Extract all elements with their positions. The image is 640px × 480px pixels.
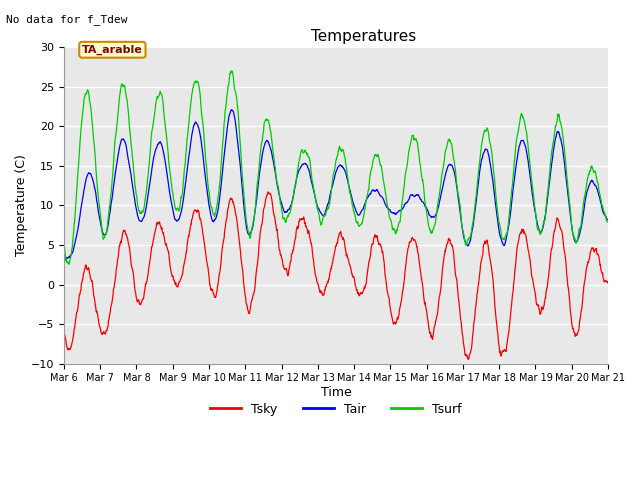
Tsurf [604,219,612,225]
Tsurf [492,195,500,201]
Tsurf [65,261,73,267]
Y-axis label: Temperature (C): Temperature (C) [15,155,28,256]
Line: Tair: Tair [64,109,608,261]
Title: Temperatures: Temperatures [310,29,416,44]
Tsurf [228,68,236,74]
Tsky [465,357,472,362]
Tsky [168,271,175,277]
Tsky [540,303,548,309]
Line: Tsurf: Tsurf [64,71,608,264]
Tsurf [243,219,250,225]
Tsky [604,280,612,286]
Tair [420,202,428,207]
Tsurf [181,160,189,166]
Tsurf [421,199,429,205]
Tair [492,203,500,208]
Tair [181,186,189,192]
Tsky [60,329,68,335]
Tsky [492,315,500,321]
Tair [228,107,236,112]
X-axis label: Time: Time [321,386,351,399]
Text: No data for f_Tdew: No data for f_Tdew [6,14,128,25]
Tair [243,222,250,228]
Legend: Tsky, Tair, Tsurf: Tsky, Tair, Tsurf [205,398,467,421]
Line: Tsky: Tsky [64,192,608,360]
Tsky [181,257,189,263]
Tsky [242,295,250,301]
Tair [60,258,68,264]
Text: TA_arable: TA_arable [82,45,143,55]
Tsurf [60,239,68,245]
Tsky [420,301,428,307]
Tsky [264,189,272,195]
Tsurf [540,219,548,225]
Tsurf [168,187,176,192]
Tair [168,201,175,207]
Tair [540,221,548,227]
Tair [604,217,612,223]
